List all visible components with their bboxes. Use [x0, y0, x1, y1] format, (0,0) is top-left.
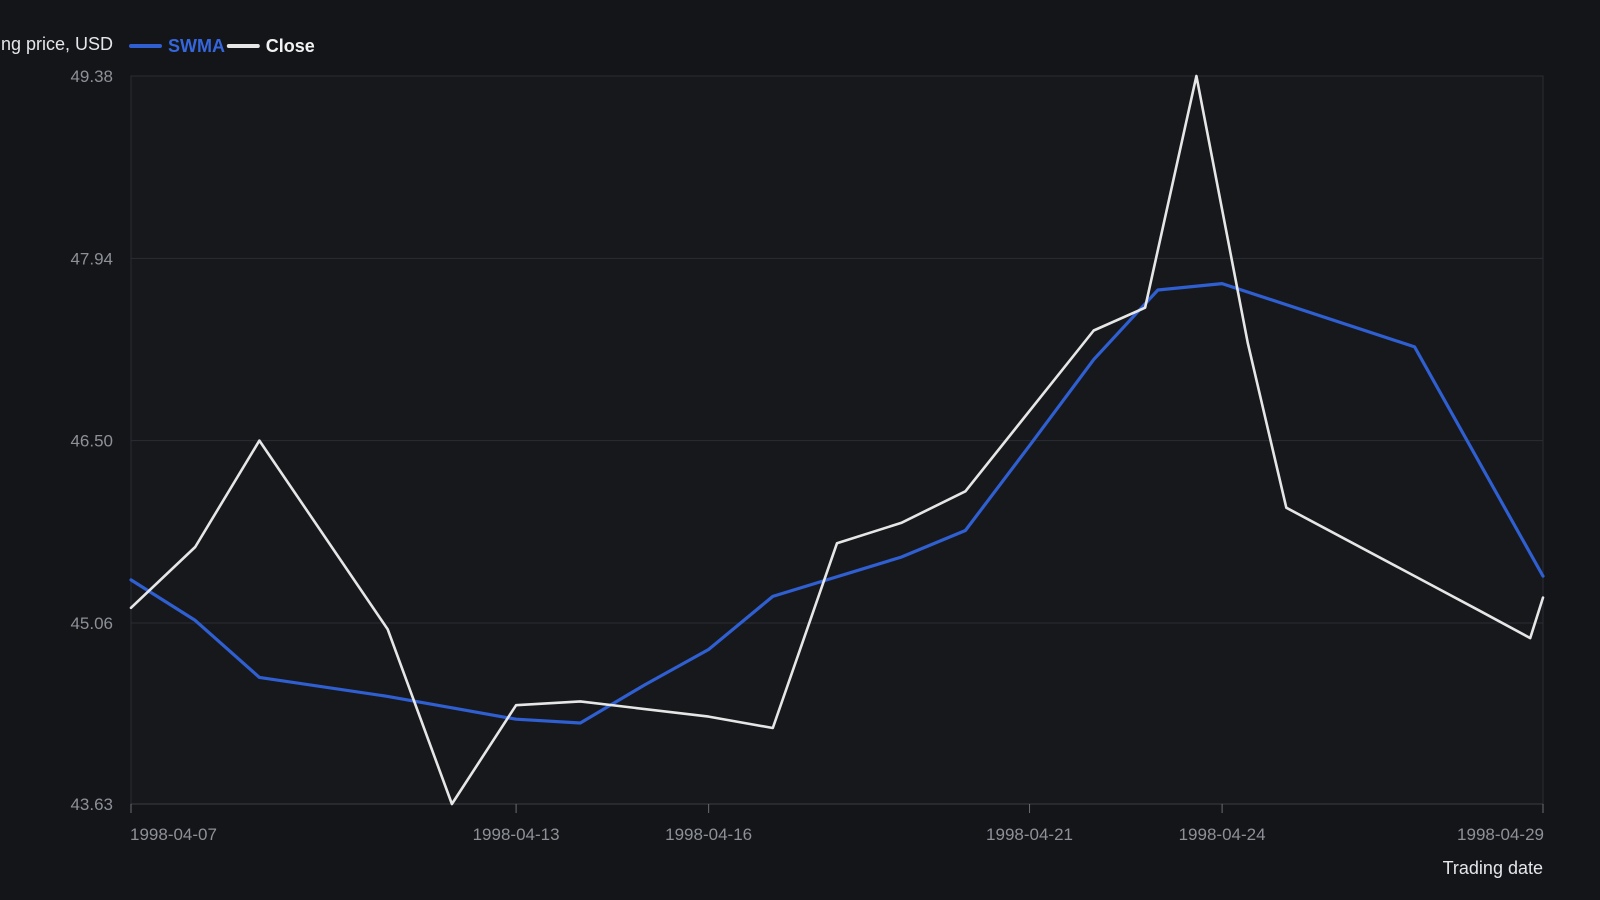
y-tick-label: 49.38	[70, 67, 113, 86]
y-tick-label: 46.50	[70, 432, 113, 451]
legend: Closing price, USD SWMA Close	[0, 34, 315, 56]
x-axis: 1998-04-07 1998-04-13 1998-04-16 1998-04-21…	[130, 803, 1544, 844]
x-tick-label: 1998-04-07	[130, 825, 217, 844]
legend-label-swma: SWMA	[168, 36, 225, 56]
y-tick-label: 45.06	[70, 614, 113, 633]
x-tick-label: 1998-04-13	[473, 825, 560, 844]
x-tick-label: 1998-04-16	[665, 825, 752, 844]
series-lines	[129, 74, 1545, 806]
y-tick-label: 47.94	[70, 249, 113, 268]
grid	[130, 75, 1544, 805]
plot-area	[130, 75, 1544, 805]
x-tick-label: 1998-04-29	[1457, 825, 1544, 844]
y-tick-label: 43.63	[70, 795, 113, 814]
x-tick-label: 1998-04-21	[986, 825, 1073, 844]
legend-label-close: Close	[266, 36, 315, 56]
y-axis: 43.63 45.06 46.50 47.94 49.38	[70, 67, 113, 814]
y-axis-title: Closing price, USD	[0, 34, 113, 54]
series-line-swma	[129, 282, 1545, 725]
x-tick-label: 1998-04-24	[1179, 825, 1266, 844]
series-line-close	[129, 74, 1545, 806]
x-axis-title: Trading date	[1443, 858, 1543, 878]
